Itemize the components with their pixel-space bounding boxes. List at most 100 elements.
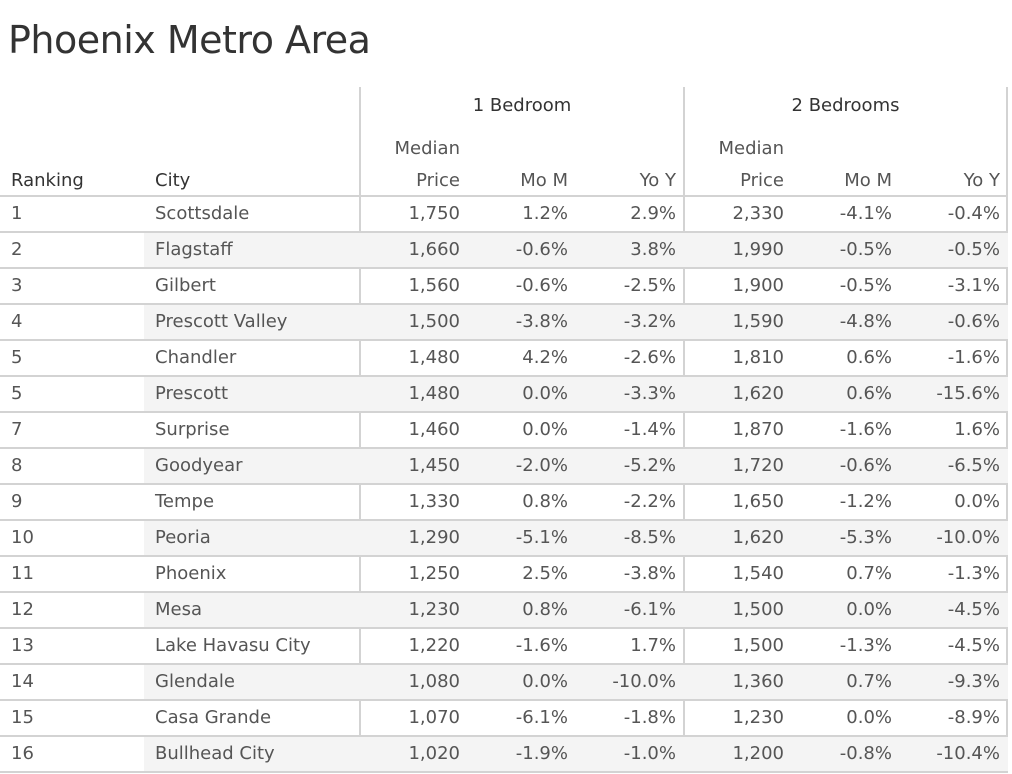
- cell-1br-mom: -5.1%: [515, 527, 568, 548]
- cell-1br-yoy: -5.2%: [623, 455, 676, 476]
- table-row: 4 Prescott Valley 1,500 -3.8% -3.2% 1,59…: [0, 305, 1008, 339]
- cell-2br-median-price: 1,720: [732, 455, 784, 476]
- cell-1br-median-price: 1,220: [408, 635, 460, 656]
- cell-city: Casa Grande: [155, 707, 272, 728]
- row-stripe: [144, 665, 1008, 699]
- divider-left-group: [359, 87, 361, 773]
- cell-rank: 8: [11, 455, 23, 476]
- cell-2br-mom: 0.7%: [846, 671, 892, 692]
- cell-city: Surprise: [155, 419, 230, 440]
- cell-city: Gilbert: [155, 275, 216, 296]
- col-header-1br-median-line2: Price: [416, 170, 460, 191]
- table-row: 5 Chandler 1,480 4.2% -2.6% 1,810 0.6% -…: [0, 341, 1008, 375]
- col-header-2br-mom: Mo M: [844, 170, 892, 191]
- cell-2br-median-price: 1,590: [732, 311, 784, 332]
- cell-2br-yoy: -8.9%: [947, 707, 1000, 728]
- table-row: 2 Flagstaff 1,660 -0.6% 3.8% 1,990 -0.5%…: [0, 233, 1008, 267]
- row-stripe: [144, 233, 1008, 267]
- cell-2br-median-price: 2,330: [732, 203, 784, 224]
- cell-1br-median-price: 1,290: [408, 527, 460, 548]
- cell-2br-median-price: 1,540: [732, 563, 784, 584]
- cell-2br-mom: -4.8%: [839, 311, 892, 332]
- row-divider: [0, 627, 1008, 629]
- table-row: 8 Goodyear 1,450 -2.0% -5.2% 1,720 -0.6%…: [0, 449, 1008, 483]
- cell-1br-yoy: 1.7%: [630, 635, 676, 656]
- col-header-ranking: Ranking: [11, 170, 84, 191]
- cell-rank: 3: [11, 275, 23, 296]
- cell-1br-yoy: -8.5%: [623, 527, 676, 548]
- row-divider: [0, 411, 1008, 413]
- cell-2br-median-price: 1,900: [732, 275, 784, 296]
- cell-1br-mom: -6.1%: [515, 707, 568, 728]
- cell-2br-yoy: -0.6%: [947, 311, 1000, 332]
- row-stripe: [144, 449, 1008, 483]
- row-divider: [0, 375, 1008, 377]
- cell-1br-mom: 4.2%: [522, 347, 568, 368]
- cell-1br-yoy: -2.5%: [623, 275, 676, 296]
- cell-rank: 1: [11, 203, 23, 224]
- row-divider: [0, 591, 1008, 593]
- cell-1br-mom: -0.6%: [515, 239, 568, 260]
- cell-2br-mom: -0.6%: [839, 455, 892, 476]
- cell-city: Flagstaff: [155, 239, 233, 260]
- row-divider: [0, 447, 1008, 449]
- cell-2br-yoy: -4.5%: [947, 635, 1000, 656]
- cell-1br-median-price: 1,560: [408, 275, 460, 296]
- row-divider: [0, 735, 1008, 737]
- cell-1br-yoy: -1.4%: [623, 419, 676, 440]
- row-stripe: [144, 377, 1008, 411]
- row-divider: [0, 303, 1008, 305]
- cell-city: Peoria: [155, 527, 211, 548]
- divider-mid-group: [683, 87, 685, 773]
- cell-1br-yoy: -3.2%: [623, 311, 676, 332]
- cell-2br-median-price: 1,500: [732, 635, 784, 656]
- cell-2br-median-price: 1,500: [732, 599, 784, 620]
- page-title: Phoenix Metro Area: [8, 18, 371, 62]
- cell-rank: 2: [11, 239, 23, 260]
- cell-1br-yoy: -10.0%: [612, 671, 676, 692]
- cell-2br-median-price: 1,990: [732, 239, 784, 260]
- table-row: 16 Bullhead City 1,020 -1.9% -1.0% 1,200…: [0, 737, 1008, 771]
- cell-1br-median-price: 1,500: [408, 311, 460, 332]
- cell-rank: 13: [11, 635, 34, 656]
- cell-1br-median-price: 1,460: [408, 419, 460, 440]
- cell-2br-yoy: 1.6%: [954, 419, 1000, 440]
- cell-2br-mom: -0.5%: [839, 239, 892, 260]
- cell-2br-mom: -4.1%: [839, 203, 892, 224]
- cell-2br-yoy: -0.4%: [947, 203, 1000, 224]
- cell-2br-yoy: -0.5%: [947, 239, 1000, 260]
- cell-1br-yoy: 2.9%: [630, 203, 676, 224]
- col-header-2br-median-line1: Median: [718, 138, 784, 159]
- col-header-1br-yoy: Yo Y: [639, 170, 676, 191]
- cell-2br-median-price: 1,870: [732, 419, 784, 440]
- cell-city: Glendale: [155, 671, 235, 692]
- cell-city: Mesa: [155, 599, 203, 620]
- cell-2br-yoy: -1.3%: [947, 563, 1000, 584]
- row-stripe: [144, 737, 1008, 771]
- group-header-1-bedroom: 1 Bedroom: [472, 95, 572, 116]
- group-header-2-bedrooms: 2 Bedrooms: [791, 95, 900, 116]
- cell-1br-median-price: 1,750: [408, 203, 460, 224]
- cell-city: Goodyear: [155, 455, 243, 476]
- cell-1br-median-price: 1,070: [408, 707, 460, 728]
- cell-1br-median-price: 1,480: [408, 347, 460, 368]
- cell-2br-mom: 0.6%: [846, 347, 892, 368]
- cell-2br-yoy: -10.4%: [936, 743, 1000, 764]
- cell-2br-median-price: 1,650: [732, 491, 784, 512]
- cell-1br-mom: 1.2%: [522, 203, 568, 224]
- cell-city: Bullhead City: [155, 743, 275, 764]
- col-header-1br-mom: Mo M: [520, 170, 568, 191]
- cell-2br-mom: -0.8%: [839, 743, 892, 764]
- table-row: 13 Lake Havasu City 1,220 -1.6% 1.7% 1,5…: [0, 629, 1008, 663]
- cell-city: Scottsdale: [155, 203, 250, 224]
- cell-2br-yoy: -15.6%: [936, 383, 1000, 404]
- cell-1br-yoy: -2.6%: [623, 347, 676, 368]
- cell-1br-yoy: -3.3%: [623, 383, 676, 404]
- cell-rank: 10: [11, 527, 34, 548]
- cell-1br-mom: -3.8%: [515, 311, 568, 332]
- row-divider: [0, 771, 1008, 773]
- cell-city: Phoenix: [155, 563, 227, 584]
- cell-rank: 12: [11, 599, 34, 620]
- cell-rank: 4: [11, 311, 23, 332]
